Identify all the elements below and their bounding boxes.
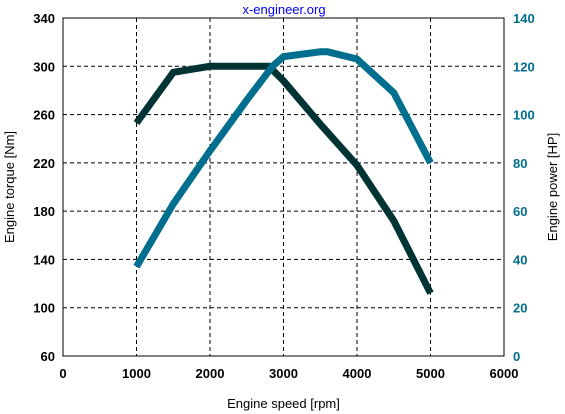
y-left-axis-title: Engine torque [Nm] (2, 131, 17, 243)
y-left-tick-label: 340 (33, 11, 55, 26)
y-left-tick-label: 100 (33, 301, 55, 316)
x-tick-label: 3000 (269, 366, 298, 381)
y-left-tick-label: 140 (33, 252, 55, 267)
y-right-tick-label: 0 (513, 349, 520, 364)
grid (63, 18, 504, 356)
y-right-tick-label: 40 (513, 252, 527, 267)
torque-series-line (133, 62, 434, 295)
tick-labels: 0 1000 2000 3000 4000 5000 6000601001401802202… (33, 11, 534, 381)
y-left-tick-label: 260 (33, 108, 55, 123)
x-tick-label: 5000 (416, 366, 445, 381)
y-right-tick-label: 100 (513, 108, 535, 123)
x-axis-title: Engine speed [rpm] (227, 396, 340, 411)
y-right-tick-label: 60 (513, 204, 527, 219)
series-group (133, 48, 434, 295)
y-right-tick-label: 20 (513, 301, 527, 316)
x-tick-label: 1000 (122, 366, 151, 381)
y-right-tick-label: 140 (513, 11, 535, 26)
y-left-tick-label: 300 (33, 59, 55, 74)
y-right-tick-label: 80 (513, 156, 527, 171)
x-tick-label: 2000 (196, 366, 225, 381)
y-right-tick-label: 120 (513, 59, 535, 74)
watermark-text: x-engineer.org (242, 2, 325, 17)
x-tick-label: 6000 (490, 366, 519, 381)
power-series-line (133, 48, 434, 269)
x-tick-label: 0 (59, 366, 66, 381)
x-tick-label: 4000 (343, 366, 372, 381)
y-left-tick-label: 180 (33, 204, 55, 219)
y-left-tick-label: 60 (41, 349, 55, 364)
y-right-axis-title: Engine power [HP] (545, 133, 560, 241)
plot-frame (62, 17, 505, 357)
y-left-tick-label: 220 (33, 156, 55, 171)
